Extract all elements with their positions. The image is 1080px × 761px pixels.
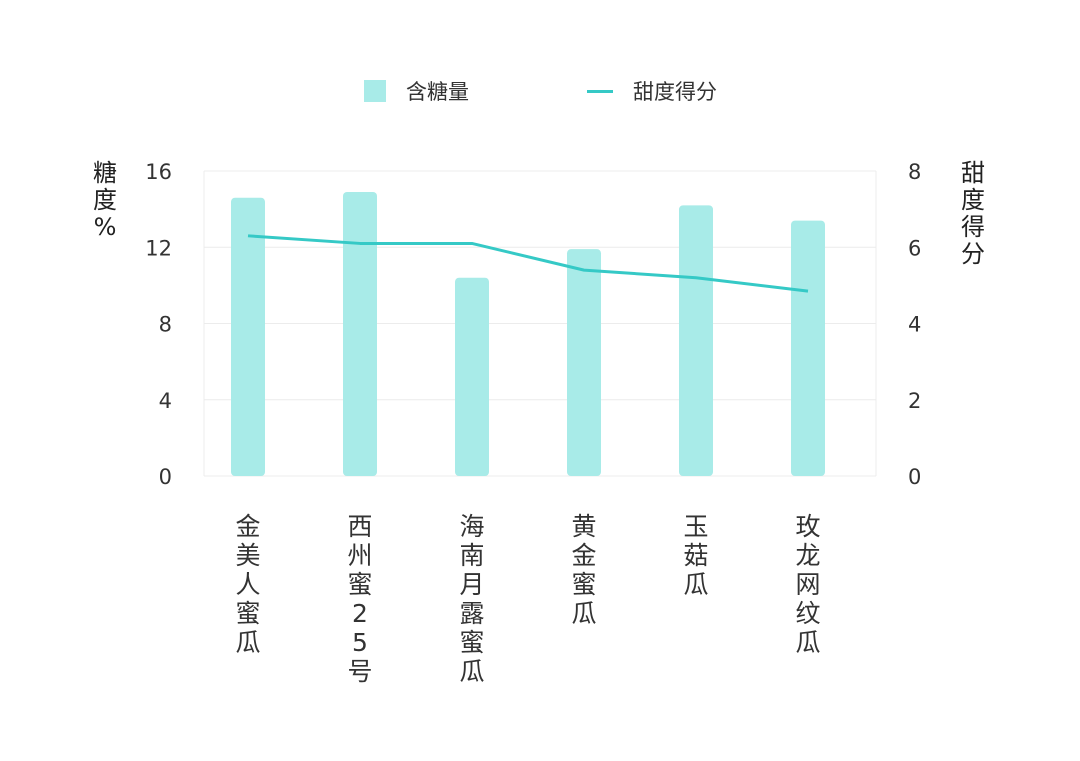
y-axis-right-title-char: 度 — [961, 186, 985, 214]
y-axis-right-title-char: 得 — [961, 213, 985, 241]
line-sweetness-score — [247, 234, 809, 293]
y-tick-right: 0 — [908, 465, 921, 489]
y-tick-right: 2 — [908, 389, 921, 413]
bar-sugar-content — [455, 277, 489, 476]
x-axis-label: 玫龙网纹瓜 — [795, 512, 821, 657]
y-axis-right-title: 甜 度 得 分 — [958, 160, 988, 268]
legend-item-sweetness-score: 甜度得分 — [587, 76, 717, 106]
legend-item-sugar-content: 含糖量 — [364, 76, 469, 106]
bar-swatch-icon — [364, 80, 386, 102]
legend-label-sugar-content: 含糖量 — [406, 80, 469, 104]
y-axis-left-title-char: 度 — [93, 186, 117, 214]
x-axis-label: 黄金蜜瓜 — [571, 512, 597, 628]
y-tick-left: 16 — [145, 160, 172, 184]
y-tick-right: 6 — [908, 236, 921, 260]
x-axis-label: 西州蜜25号 — [347, 512, 373, 686]
y-tick-right: 8 — [908, 160, 921, 184]
x-axis-label: 海南月露蜜瓜 — [459, 512, 485, 686]
x-axis-label: 金美人蜜瓜 — [235, 512, 261, 657]
y-axis-left-title: 糖 度 % — [90, 160, 120, 241]
y-tick-left: 8 — [159, 313, 172, 337]
y-tick-right: 4 — [908, 313, 921, 337]
legend-label-sweetness-score: 甜度得分 — [633, 80, 717, 104]
bar-sugar-content — [231, 197, 265, 476]
bar-sugar-content — [791, 220, 825, 476]
y-axis-right-title-char: 甜 — [961, 159, 985, 187]
y-axis-left-title-char: 糖 — [93, 159, 117, 187]
y-axis-right-title-char: 分 — [961, 240, 985, 268]
y-tick-left: 0 — [159, 465, 172, 489]
bar-sugar-content — [343, 191, 377, 476]
bar-sugar-content — [679, 205, 713, 476]
y-axis-left-title-char: % — [93, 213, 117, 241]
y-tick-left: 12 — [145, 236, 172, 260]
line-swatch-icon — [587, 89, 613, 93]
bar-sugar-content — [567, 249, 601, 476]
chart-legend: 含糖量 甜度得分 — [0, 72, 1080, 106]
x-axis-label: 玉菇瓜 — [683, 512, 709, 599]
y-tick-left: 4 — [159, 389, 172, 413]
